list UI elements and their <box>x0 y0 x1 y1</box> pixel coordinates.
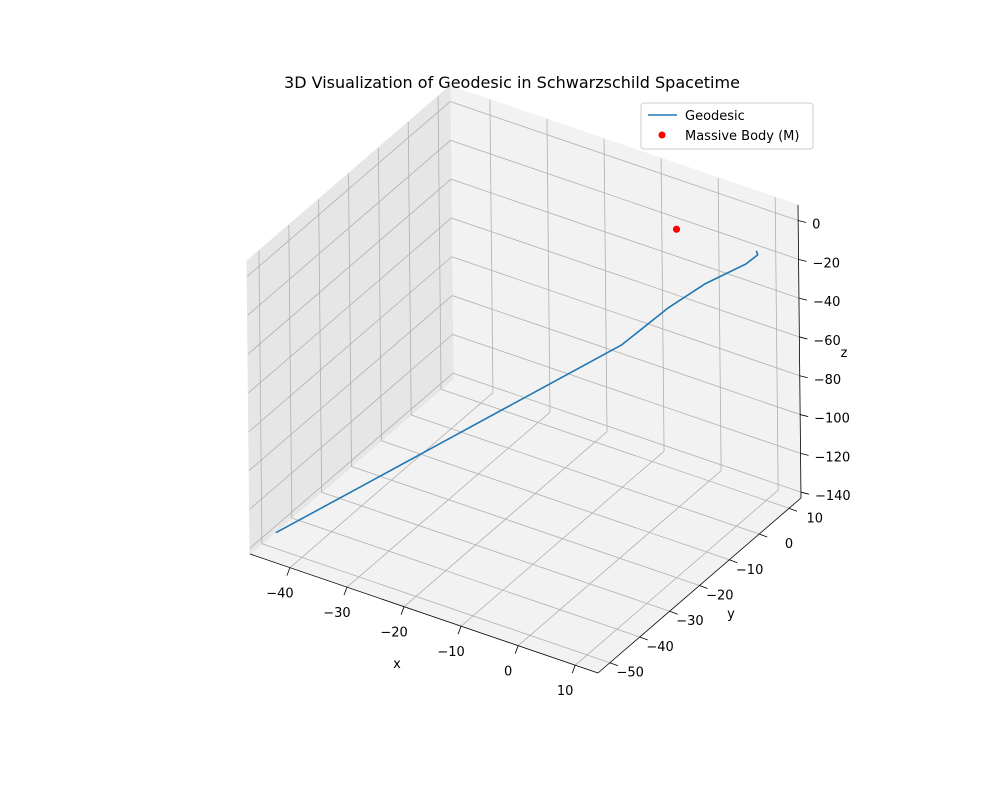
grid-line-z <box>248 295 453 471</box>
y-tick-mark <box>609 662 619 667</box>
x-tick-label: −10 <box>437 645 464 660</box>
x-tick-label: −20 <box>380 626 407 641</box>
z-tick-label: −80 <box>814 373 841 388</box>
grid-line-z <box>450 139 799 260</box>
series-layer <box>275 225 759 534</box>
x-tick-label: −30 <box>323 606 350 621</box>
grid-line-z <box>246 101 451 277</box>
z-tick-mark <box>800 414 809 417</box>
x-tick-mark <box>286 567 291 576</box>
grid-line-y <box>437 96 442 390</box>
y-tick-mark <box>669 610 678 615</box>
grid-line-z <box>450 178 800 299</box>
x-tick-label: 0 <box>504 665 512 680</box>
x-axis-label: x <box>393 657 401 672</box>
grid-line-y <box>321 491 670 612</box>
legend-massive-body-label: Massive Body (M) <box>685 129 799 144</box>
y-tick-mark <box>639 636 648 641</box>
grid-line-y <box>258 250 263 544</box>
grid-line-z <box>452 372 802 493</box>
y-tick-label: −30 <box>676 614 703 629</box>
tick-marks: −40−30−20−10010−50−40−30−20−10010−140−12… <box>266 218 850 700</box>
y-tick-label: −40 <box>646 640 673 655</box>
grid-line-y <box>381 440 730 561</box>
z-tick-mark <box>799 336 808 340</box>
grid-line-x <box>489 99 494 393</box>
grid-line-z <box>452 295 801 415</box>
grid-line-z <box>247 140 451 316</box>
grid-line-y <box>288 224 293 518</box>
x-tick-label: −40 <box>266 587 293 602</box>
z-tick-mark <box>798 220 807 223</box>
y-tick-mark <box>699 585 708 589</box>
grid-line-z <box>249 372 454 549</box>
z-tick-mark <box>798 258 807 262</box>
grid-line-z <box>248 217 452 394</box>
x-tick-mark <box>400 606 405 615</box>
y-tick-mark <box>729 559 738 564</box>
grid-line-z <box>247 178 452 355</box>
legend-frame <box>640 102 814 150</box>
y-tick-mark <box>788 507 798 512</box>
z-tick-mark <box>800 491 810 495</box>
y-tick-label: −50 <box>617 666 644 681</box>
massive-body-point <box>672 225 681 233</box>
y-tick-label: −20 <box>706 589 733 604</box>
z-tick-mark <box>798 297 808 301</box>
grid-line-x <box>603 138 608 432</box>
z-tick-label: −40 <box>813 295 840 310</box>
x-axis-line <box>249 553 599 674</box>
x-tick-mark <box>343 587 348 596</box>
y-tick-mark <box>759 533 768 538</box>
z-tick-label: −60 <box>813 334 840 349</box>
z-tick-label: 0 <box>812 218 820 233</box>
legend: Geodesic Massive Body (M) <box>640 102 814 150</box>
z-tick-label: −120 <box>815 450 851 465</box>
grid-line-y <box>348 173 352 467</box>
y-axis-label: y <box>727 607 735 622</box>
grid-line-z <box>451 256 800 377</box>
x-tick-mark <box>571 665 576 674</box>
y-tick-label: 0 <box>785 537 793 552</box>
grid-line-y <box>318 199 323 493</box>
grid-line-y <box>377 147 382 441</box>
x-tick-mark <box>457 626 462 635</box>
z-tick-label: −140 <box>815 489 851 504</box>
grid-line-y <box>351 466 700 586</box>
x-tick-label: 10 <box>557 684 574 699</box>
z-tick-label: −20 <box>813 256 840 271</box>
grid-line-y <box>440 388 790 509</box>
grid-line-z <box>451 217 800 338</box>
geodesic-line <box>275 250 759 534</box>
x-tick-mark <box>514 645 519 654</box>
grid-line-x <box>660 158 665 452</box>
z-axis-line <box>797 204 802 499</box>
grid-line-x <box>546 119 551 413</box>
z-tick-label: −100 <box>814 412 850 427</box>
y-tick-label: 10 <box>807 511 824 526</box>
grid-line-y <box>291 517 640 638</box>
grid-line-x <box>717 177 722 471</box>
chart-title: 3D Visualization of Geodesic in Schwarzs… <box>284 73 740 92</box>
grid-line-z <box>450 101 799 221</box>
grid-lines <box>246 96 802 666</box>
grid-line-y <box>261 543 611 664</box>
y-tick-label: −10 <box>736 563 763 578</box>
grid-line-x <box>774 197 779 491</box>
grid-line-y <box>407 122 412 416</box>
grid-line-z <box>248 256 453 433</box>
grid-line-y <box>411 414 760 535</box>
z-tick-mark <box>799 375 808 379</box>
z-axis-label: z <box>841 346 848 361</box>
legend-massive-body-swatch <box>658 131 666 139</box>
legend-geodesic-label: Geodesic <box>685 109 745 124</box>
grid-line-z <box>249 334 453 510</box>
grid-line-z <box>452 333 801 454</box>
z-tick-mark <box>800 452 809 456</box>
